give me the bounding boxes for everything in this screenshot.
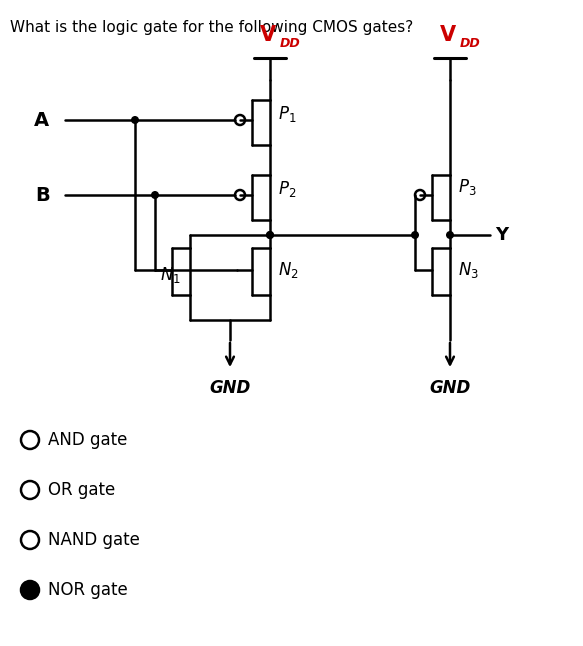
Circle shape (446, 231, 454, 239)
Text: AND gate: AND gate (48, 431, 127, 449)
Circle shape (131, 116, 139, 124)
Text: GND: GND (209, 379, 251, 397)
Circle shape (21, 481, 39, 499)
Circle shape (21, 431, 39, 449)
Text: GND: GND (429, 379, 470, 397)
Circle shape (415, 190, 425, 200)
Circle shape (266, 231, 274, 239)
Circle shape (235, 115, 245, 125)
Text: What is the logic gate for the following CMOS gates?: What is the logic gate for the following… (10, 20, 413, 35)
Text: $\mathbf{V}$: $\mathbf{V}$ (259, 25, 277, 45)
Text: $\mathbf{A}$: $\mathbf{A}$ (33, 110, 50, 129)
Circle shape (235, 190, 245, 200)
Text: OR gate: OR gate (48, 481, 115, 499)
Text: DD: DD (460, 37, 481, 50)
Text: NAND gate: NAND gate (48, 531, 140, 549)
Text: $\mathbf{V}$: $\mathbf{V}$ (439, 25, 457, 45)
Circle shape (151, 191, 159, 199)
Text: $P_2$: $P_2$ (278, 179, 296, 199)
Text: $P_3$: $P_3$ (458, 177, 476, 197)
Circle shape (266, 231, 274, 239)
Text: $P_1$: $P_1$ (278, 104, 296, 124)
Text: $\mathbf{B}$: $\mathbf{B}$ (34, 185, 50, 205)
Text: DD: DD (280, 37, 301, 50)
Text: $\mathbf{Y}$: $\mathbf{Y}$ (495, 226, 510, 244)
Text: $N_2$: $N_2$ (278, 260, 298, 280)
Text: $N_3$: $N_3$ (458, 260, 479, 280)
Circle shape (411, 231, 419, 239)
Text: $N_1$: $N_1$ (160, 265, 181, 285)
Text: NOR gate: NOR gate (48, 581, 128, 599)
Circle shape (21, 531, 39, 549)
Circle shape (21, 581, 39, 599)
